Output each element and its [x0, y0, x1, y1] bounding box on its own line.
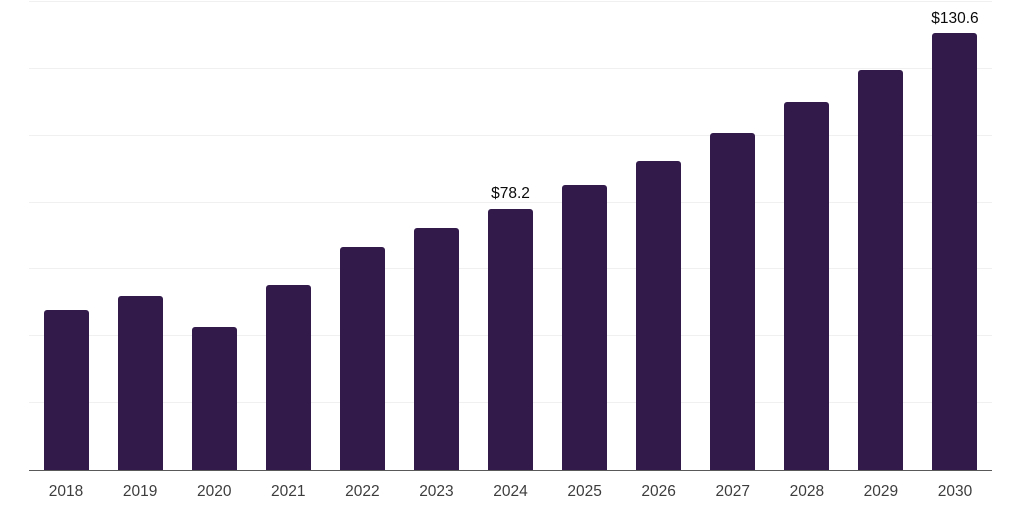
- bar-slot-2023: [399, 2, 473, 470]
- bar-2029: [858, 69, 904, 470]
- x-tick-label-2029: 2029: [863, 483, 899, 500]
- bar-slot-2030: $130.6: [918, 2, 992, 470]
- bar-2019: [117, 295, 163, 470]
- gridline-120: [29, 67, 992, 69]
- bar-slot-2018: [29, 2, 103, 470]
- bar-slot-2028: [770, 2, 844, 470]
- gridline-80: [29, 201, 992, 203]
- bar-slot-2025: [548, 2, 622, 470]
- x-tick-label-2020: 2020: [196, 483, 232, 500]
- bar-2027: [710, 133, 756, 470]
- x-tick-label-2023: 2023: [419, 483, 454, 500]
- bar-2028: [784, 102, 830, 470]
- bar-2020: [191, 327, 237, 470]
- bar-2023: [413, 228, 459, 470]
- data-label-2030: $130.6: [931, 9, 979, 27]
- bar-2026: [636, 160, 682, 470]
- x-tick-label-2026: 2026: [641, 483, 676, 500]
- bar-slot-2021: [251, 2, 325, 470]
- bar-slot-2024: $78.2: [473, 2, 547, 470]
- bar-slot-2026: [622, 2, 696, 470]
- bar-slot-2019: [103, 2, 177, 470]
- gridline-100: [29, 134, 992, 136]
- bar-slot-2022: [325, 2, 399, 470]
- bar-2022: [339, 246, 385, 470]
- data-label-2024: $78.2: [491, 185, 530, 203]
- gridline-140: [29, 1, 992, 2]
- x-tick-label-2019: 2019: [122, 483, 158, 500]
- x-tick-label-2021: 2021: [271, 483, 306, 500]
- x-tick-label-2028: 2028: [789, 483, 825, 500]
- x-axis-labels: 2018 2019 2020 2021 2022 2023 2024 2025 2026 2027…: [29, 470, 992, 500]
- bar-2018: [43, 309, 89, 470]
- x-tick-label-2025: 2025: [567, 483, 602, 500]
- bar-slot-2027: [696, 2, 770, 470]
- bar-2030: [932, 33, 978, 470]
- bars: $78.2 $130.6: [29, 2, 992, 470]
- x-axis-line: [29, 469, 992, 471]
- x-tick-label-2027: 2027: [715, 483, 750, 500]
- x-tick-label-2018: 2018: [48, 483, 84, 500]
- x-tick-label-2030: 2030: [937, 483, 973, 500]
- bar-2025: [562, 184, 608, 470]
- x-tick-label-2022: 2022: [345, 483, 380, 500]
- bar-2024: [488, 208, 533, 470]
- bar-2021: [265, 285, 311, 470]
- x-tick-label-2024: 2024: [493, 483, 528, 500]
- plot-area: $78.2 $130.6: [29, 1, 992, 471]
- bar-slot-2020: [177, 2, 251, 470]
- bar-slot-2029: [844, 2, 918, 470]
